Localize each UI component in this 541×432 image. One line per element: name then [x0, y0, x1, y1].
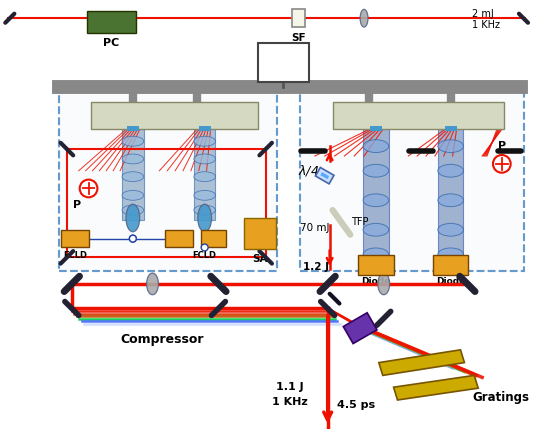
Text: 4.5 ps: 4.5 ps [337, 400, 374, 410]
Text: Yb:YAG: Yb:YAG [439, 111, 471, 120]
Ellipse shape [122, 205, 144, 215]
Bar [59, 92, 278, 271]
Text: FCLD: FCLD [193, 251, 216, 260]
Bar [300, 92, 524, 271]
Text: Yb:YAG: Yb:YAG [122, 111, 154, 120]
Text: PC: PC [103, 38, 120, 48]
Text: 1 KHz: 1 KHz [272, 397, 308, 407]
Bar [363, 130, 388, 269]
Bar [438, 130, 464, 269]
Polygon shape [344, 313, 377, 343]
Text: 1.2 J: 1.2 J [303, 262, 329, 272]
Text: 2 mJ: 2 mJ [472, 10, 494, 19]
Bar [333, 102, 504, 130]
Text: Yb:YAG: Yb:YAG [366, 111, 398, 120]
Bar [90, 102, 258, 130]
Bar [87, 11, 136, 33]
Text: SF: SF [291, 33, 306, 43]
Ellipse shape [363, 194, 388, 206]
Ellipse shape [360, 10, 368, 27]
Bar [199, 127, 210, 131]
Bar [166, 230, 193, 248]
Text: P: P [72, 200, 81, 210]
Text: Compressor: Compressor [121, 333, 204, 346]
Ellipse shape [363, 248, 388, 261]
Text: 6 KW: 6 KW [438, 259, 463, 268]
Ellipse shape [378, 273, 390, 295]
Text: Yb:YAG: Yb:YAG [196, 111, 227, 120]
Text: $\lambda$/4: $\lambda$/4 [298, 163, 320, 178]
Text: P: P [498, 141, 506, 151]
Ellipse shape [122, 154, 144, 164]
Bar [61, 230, 89, 248]
Ellipse shape [122, 137, 144, 146]
Circle shape [201, 244, 208, 251]
Ellipse shape [194, 154, 215, 164]
Bar [300, 92, 524, 271]
Bar [127, 127, 138, 131]
Circle shape [493, 155, 511, 173]
Bar [244, 218, 275, 249]
Polygon shape [315, 168, 334, 184]
Text: 6 KW: 6 KW [364, 259, 388, 268]
Text: SA: SA [252, 254, 267, 264]
Text: Cryo: Cryo [270, 56, 297, 66]
Ellipse shape [122, 191, 144, 200]
Text: FCLD: FCLD [63, 251, 87, 260]
Bar [201, 230, 226, 248]
Ellipse shape [147, 273, 159, 295]
Bar [122, 130, 144, 220]
Text: Unit: Unit [271, 70, 295, 79]
Ellipse shape [363, 164, 388, 177]
Polygon shape [394, 375, 478, 400]
Ellipse shape [194, 205, 215, 215]
Text: TFP: TFP [351, 217, 369, 227]
Ellipse shape [438, 194, 464, 206]
Text: Diode: Diode [436, 277, 465, 286]
Bar [292, 10, 305, 27]
Ellipse shape [438, 140, 464, 152]
Bar [194, 130, 215, 220]
Ellipse shape [126, 204, 140, 232]
Circle shape [80, 180, 97, 197]
Bar [433, 255, 469, 275]
Ellipse shape [122, 172, 144, 181]
Ellipse shape [438, 164, 464, 177]
Ellipse shape [363, 140, 388, 152]
Ellipse shape [194, 172, 215, 181]
Bar [358, 255, 394, 275]
Bar [370, 127, 382, 131]
Ellipse shape [198, 204, 212, 232]
Ellipse shape [363, 223, 388, 236]
Polygon shape [379, 350, 464, 375]
Ellipse shape [194, 137, 215, 146]
Text: Diode: Diode [361, 277, 391, 286]
Text: Gratings: Gratings [472, 391, 529, 403]
Bar [258, 43, 309, 82]
Ellipse shape [438, 223, 464, 236]
Ellipse shape [438, 248, 464, 261]
Text: 1 KHz: 1 KHz [472, 20, 500, 30]
Bar [445, 127, 457, 131]
Circle shape [129, 235, 136, 242]
Bar [59, 92, 278, 271]
Text: 70 mJ: 70 mJ [300, 223, 329, 233]
Text: 1.1 J: 1.1 J [276, 382, 304, 392]
Ellipse shape [194, 191, 215, 200]
Circle shape [129, 235, 136, 242]
